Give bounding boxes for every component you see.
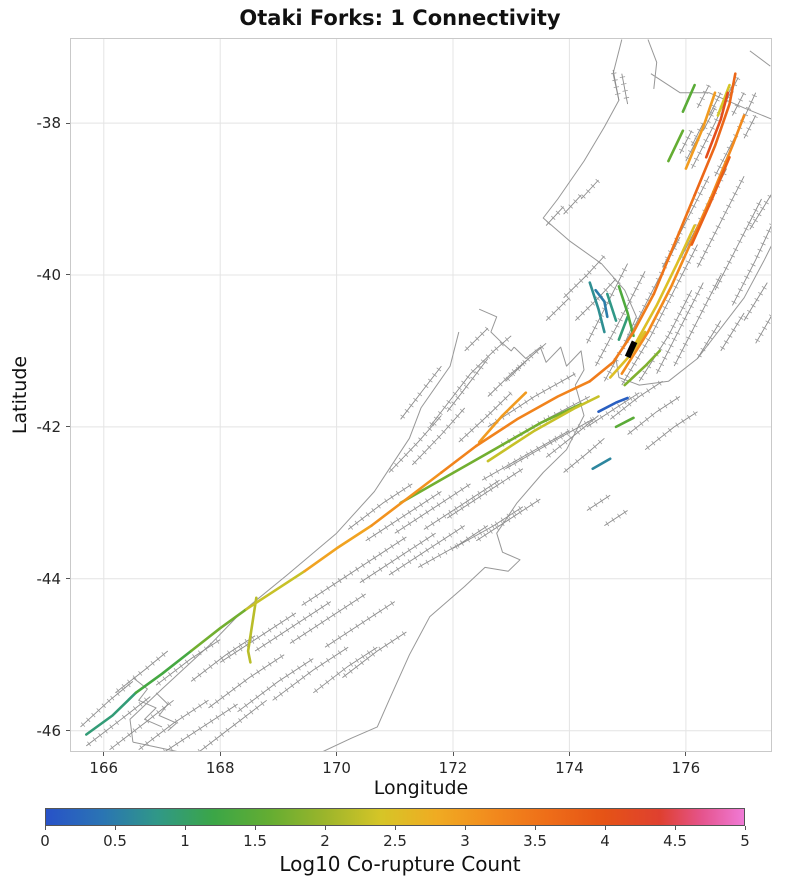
rupture-path [597,396,629,413]
y-tick-mark [66,274,70,276]
rupture-path [399,402,583,505]
x-tick-mark [452,752,454,756]
x-tick-label: 176 [671,759,701,777]
colorbar-tick-label: 4.5 [663,832,687,850]
rupture-path [667,129,685,163]
rupture-path [591,457,612,470]
x-tick-label: 174 [555,759,584,777]
x-tick-mark [336,752,338,756]
rupture-path [440,444,478,474]
colorbar-tick-mark [254,826,256,830]
colorbar-tick-mark [744,826,746,830]
rupture-path [693,72,737,197]
rupture-path [85,691,138,736]
rupture-path [477,391,528,444]
x-tick-label: 166 [89,759,119,777]
y-tick-label: -46 [36,721,62,740]
rupture-path [684,91,717,170]
colorbar-tick-mark [464,826,466,830]
x-tick-mark [103,752,105,756]
rupture-path [303,524,373,573]
x-tick-label: 168 [205,759,235,777]
plot-frame [70,38,772,752]
colorbar-tick-label: 3 [460,832,470,850]
rupture-path [623,349,661,387]
x-tick-label: 172 [438,759,468,777]
y-tick-mark [66,578,70,580]
x-tick-mark [685,752,687,756]
colorbar-tick-mark [44,826,46,830]
colorbar-tick-mark [184,826,186,830]
y-tick-mark [66,730,70,732]
colorbar-label: Log10 Co-rupture Count [279,852,521,876]
colorbar-tick-label: 4 [600,832,610,850]
rupture-path [606,292,618,322]
colorbar-tick-mark [534,826,536,830]
rupture-path [486,395,600,463]
x-tick-mark [568,752,570,756]
fault-traces [80,69,772,752]
y-tick-mark [66,122,70,124]
y-tick-label: -44 [36,569,62,588]
colorbar-tick-label: 1 [180,832,190,850]
coastlines [129,39,772,752]
rupture-path [588,281,606,334]
colorbar-tick-mark [674,826,676,830]
colorbar [45,808,745,826]
rupture-path [620,114,746,375]
x-tick-mark [219,752,221,756]
rupture-path [246,596,258,664]
colorbar-tick-label: 3.5 [523,832,547,850]
y-tick-mark [66,426,70,428]
rupture-path [134,649,193,695]
colorbar-tick-label: 0 [40,832,50,850]
rupture-path [716,83,731,117]
rupture-path [588,292,656,383]
highlight-section [624,340,638,359]
colorbar-tick-mark [394,826,396,830]
colorbar-tick-mark [604,826,606,830]
colorbar-tick-label: 0.5 [103,832,127,850]
rupture-path [704,91,730,159]
rupture-path [475,380,592,448]
rupture-path [690,156,731,246]
rupture-path [681,83,696,113]
rupture-path [370,471,443,527]
y-tick-label: -38 [36,114,62,133]
plot-area [70,38,772,752]
colorbar-tick-label: 1.5 [243,832,267,850]
y-tick-label: -42 [36,417,62,436]
y-axis-label: Latitude [9,355,31,435]
colorbar-tick-label: 2.5 [383,832,407,850]
rupture-path [617,285,635,338]
rupture-path [617,315,629,341]
rupture-path [632,224,696,349]
x-axis-label: Longitude [373,777,469,799]
y-tick-label: -40 [36,265,62,284]
colorbar-tick-label: 2 [320,832,330,850]
colorbar-tick-label: 5 [740,832,750,850]
colorbar-tick-mark [324,826,326,830]
rupture-path [652,193,696,296]
fault-subsection-ticks [80,72,772,752]
x-tick-label: 170 [322,759,351,777]
rupture-path [245,569,306,611]
colorbar-tick-mark [114,826,116,830]
chart-title: Otaki Forks: 1 Connectivity [239,6,561,30]
rupture-path [189,607,248,653]
rupture-path [594,288,609,319]
grid-lines [70,38,772,752]
rupture-path [614,416,635,429]
